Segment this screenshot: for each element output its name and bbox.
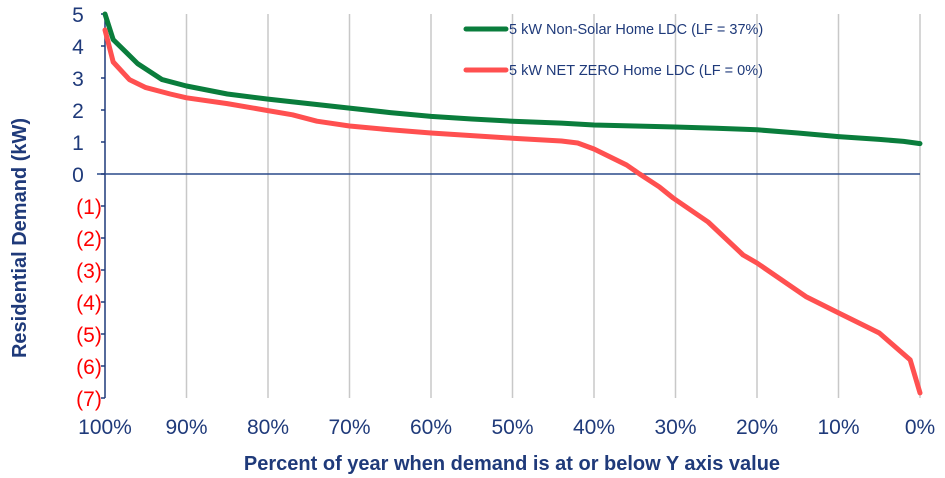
x-tick-label: 100%: [78, 416, 132, 439]
y-axis-ticks: 5 4 3 2 1 0 (1) (2) (3) (4) (5) (6) (7): [72, 4, 105, 411]
y-tick-label: (3): [76, 260, 102, 283]
x-tick-label: 40%: [573, 416, 615, 439]
grid-lines: [185, 14, 921, 398]
x-tick-label: 10%: [817, 416, 859, 439]
y-tick-label: 3: [72, 68, 84, 91]
x-axis-ticks: 100% 90% 80% 70% 60% 50% 40% 30% 20% 10% 0%: [78, 416, 935, 439]
x-tick-label: 0%: [905, 416, 935, 439]
legend-label-non-solar: 5 kW Non-Solar Home LDC (LF = 37%): [509, 22, 763, 38]
y-tick-label: (6): [76, 356, 102, 379]
x-tick-label: 30%: [654, 416, 696, 439]
y-tick-label: 0: [72, 164, 84, 187]
y-tick-label: 2: [72, 100, 84, 123]
y-tick-label: 1: [72, 132, 84, 155]
y-tick-label: (4): [76, 292, 102, 315]
y-tick-label: 4: [72, 36, 84, 59]
legend: 5 kW Non-Solar Home LDC (LF = 37%) 5 kW …: [463, 22, 763, 79]
x-axis-title: Percent of year when demand is at or bel…: [244, 453, 780, 475]
series-line-net-zero: [102, 27, 923, 396]
y-tick-label: (5): [76, 324, 102, 347]
legend-label-net-zero: 5 kW NET ZERO Home LDC (LF = 0%): [509, 63, 763, 79]
x-tick-label: 20%: [736, 416, 778, 439]
y-tick-label: (2): [76, 228, 102, 251]
series-group: [102, 11, 923, 396]
x-tick-label: 90%: [165, 416, 207, 439]
x-tick-label: 80%: [247, 416, 289, 439]
x-tick-label: 50%: [491, 416, 533, 439]
series-line-non-solar: [102, 11, 923, 147]
y-tick-label: (7): [76, 388, 102, 411]
y-tick-label: (1): [76, 196, 102, 219]
x-tick-label: 60%: [410, 416, 452, 439]
y-tick-label: 5: [72, 4, 84, 27]
y-axis-title: Residential Demand (kW): [9, 118, 31, 358]
x-tick-label: 70%: [328, 416, 370, 439]
